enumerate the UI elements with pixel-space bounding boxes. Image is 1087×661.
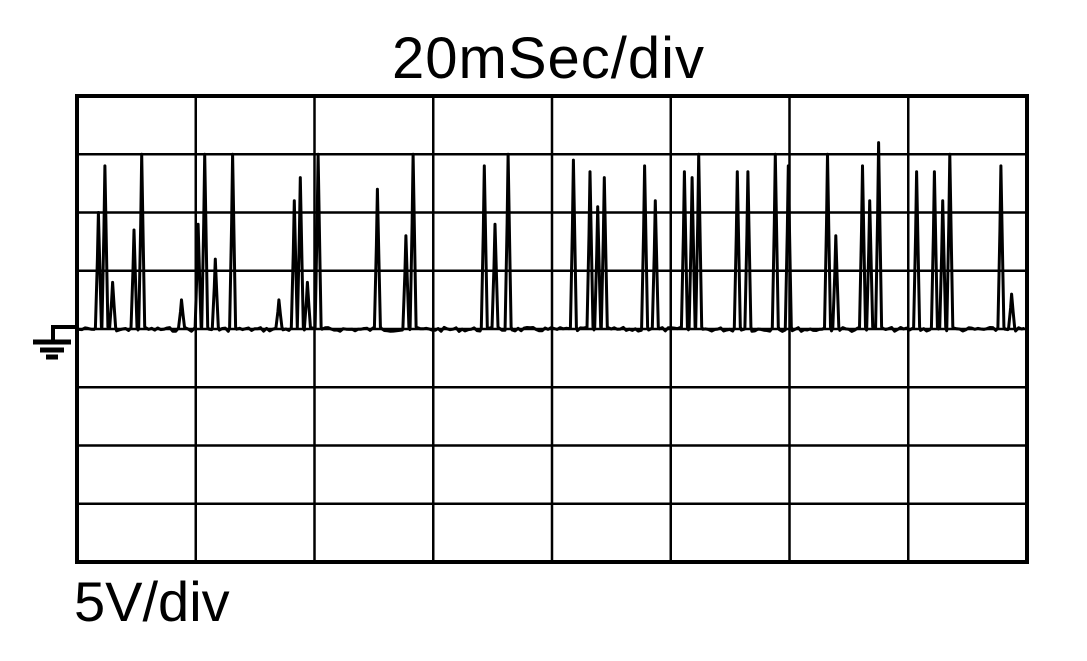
plot-frame: [75, 94, 1029, 564]
signal-trace: [78, 141, 1025, 333]
ground-icon: [33, 325, 78, 360]
time-base-label: 20mSec/div: [392, 26, 706, 91]
volts-per-div-label: 5V/div: [74, 570, 230, 633]
